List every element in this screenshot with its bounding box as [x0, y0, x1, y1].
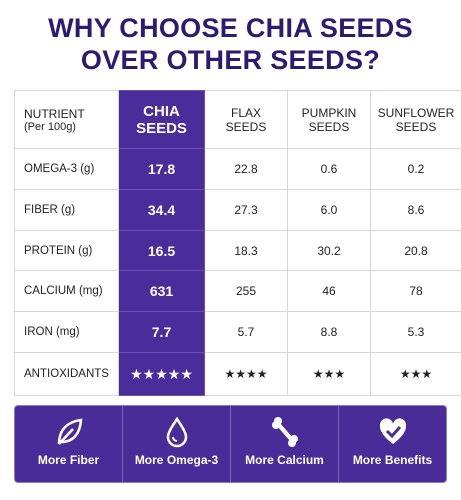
- header-line: (Per 100g): [24, 120, 76, 133]
- table-cell: ★★★★: [204, 352, 288, 396]
- title-line: WHY CHOOSE CHIA SEEDS: [48, 13, 413, 43]
- header-line: SEEDS: [395, 119, 437, 134]
- table-row: OMEGA-3 (g) 17.8 22.8 0.6 0.2: [14, 148, 461, 190]
- table-row: IRON (mg) 7.7 5.7 8.8 5.3: [14, 311, 461, 353]
- table-cell: 46: [287, 270, 371, 312]
- header-cell: FLAX SEEDS: [204, 90, 288, 149]
- table-row: PROTEIN (g) 16.5 18.3 30.2 20.8: [14, 230, 461, 271]
- benefit-item: More Omega-3: [123, 406, 231, 482]
- benefit-label: More Fiber: [37, 453, 100, 467]
- table-cell: 17.8: [118, 148, 205, 190]
- comparison-table: NUTRIENT (Per 100g) CHIA SEEDS FLAX SEEDS PUMP…: [14, 90, 461, 396]
- table-cell: ★★★: [370, 352, 461, 396]
- header-cell: SUNFLOWER SEEDS: [370, 90, 461, 149]
- table-cell: ★★★★★: [118, 352, 205, 396]
- header-line: PUMPKIN: [301, 105, 357, 120]
- table-row: FIBER (g) 34.4 27.3 6.0 8.6: [14, 189, 461, 231]
- benefit-item: More Benefits: [339, 406, 446, 482]
- table-cell: 631: [118, 270, 205, 312]
- header-cell: PUMPKIN SEEDS: [287, 90, 371, 149]
- benefit-label: More Omega-3: [134, 453, 219, 467]
- table-row: ANTIOXIDANTS ★★★★★ ★★★★ ★★★ ★★★: [14, 352, 461, 396]
- title: WHY CHOOSE CHIA SEEDS OVER OTHER SEEDS?: [0, 12, 461, 76]
- header-line: CHIA: [143, 102, 180, 120]
- header-cell: CHIA SEEDS: [118, 90, 205, 149]
- table-cell: 6.0: [287, 189, 371, 231]
- table-cell: 16.5: [118, 230, 205, 271]
- benefits-banner: More Fiber More Omega-3 More Calcium Mor…: [14, 405, 447, 483]
- table-cell: ★★★: [287, 352, 371, 396]
- table-cell: 0.6: [287, 148, 371, 190]
- header-row: NUTRIENT (Per 100g) CHIA SEEDS FLAX SEEDS PUMP…: [14, 90, 461, 149]
- table-cell: 8.8: [287, 311, 371, 353]
- row-label: OMEGA-3 (g): [14, 148, 119, 190]
- row-label: ANTIOXIDANTS: [14, 352, 119, 396]
- table-cell: 22.8: [204, 148, 288, 190]
- benefit-label: More Calcium: [245, 453, 324, 467]
- title-line: OVER OTHER SEEDS?: [80, 45, 381, 75]
- benefit-item: More Fiber: [15, 406, 123, 482]
- table-cell: 18.3: [204, 230, 288, 271]
- header-line: SEEDS: [136, 119, 187, 137]
- header-line: NUTRIENT: [24, 106, 85, 121]
- header-line: SEEDS: [308, 119, 350, 134]
- table-cell: 27.3: [204, 189, 288, 231]
- bone-icon: [271, 417, 298, 447]
- table-cell: 5.7: [204, 311, 288, 353]
- table-cell: 30.2: [287, 230, 371, 271]
- row-label: PROTEIN (g): [14, 230, 119, 271]
- table-cell: 255: [204, 270, 288, 312]
- table-cell: 20.8: [370, 230, 461, 271]
- table-row: CALCIUM (mg) 631 255 46 78: [14, 270, 461, 312]
- table-cell: 8.6: [370, 189, 461, 231]
- table-cell: 34.4: [118, 189, 205, 231]
- table-cell: 7.7: [118, 311, 205, 353]
- header-line: SEEDS: [225, 119, 267, 134]
- row-label: CALCIUM (mg): [14, 270, 119, 312]
- table-cell: 78: [370, 270, 461, 312]
- row-label: IRON (mg): [14, 311, 119, 353]
- header-line: FLAX: [230, 105, 261, 120]
- heart-icon: [379, 418, 406, 444]
- row-label: FIBER (g): [14, 189, 119, 231]
- header-line: SUNFLOWER: [377, 105, 455, 120]
- table-cell: 5.3: [370, 311, 461, 353]
- leaf-icon: [57, 418, 82, 445]
- header-cell: NUTRIENT (Per 100g): [14, 90, 119, 149]
- benefit-label: More Benefits: [352, 453, 433, 467]
- drop-icon: [166, 416, 187, 448]
- table-cell: 0.2: [370, 148, 461, 190]
- benefit-item: More Calcium: [231, 406, 339, 482]
